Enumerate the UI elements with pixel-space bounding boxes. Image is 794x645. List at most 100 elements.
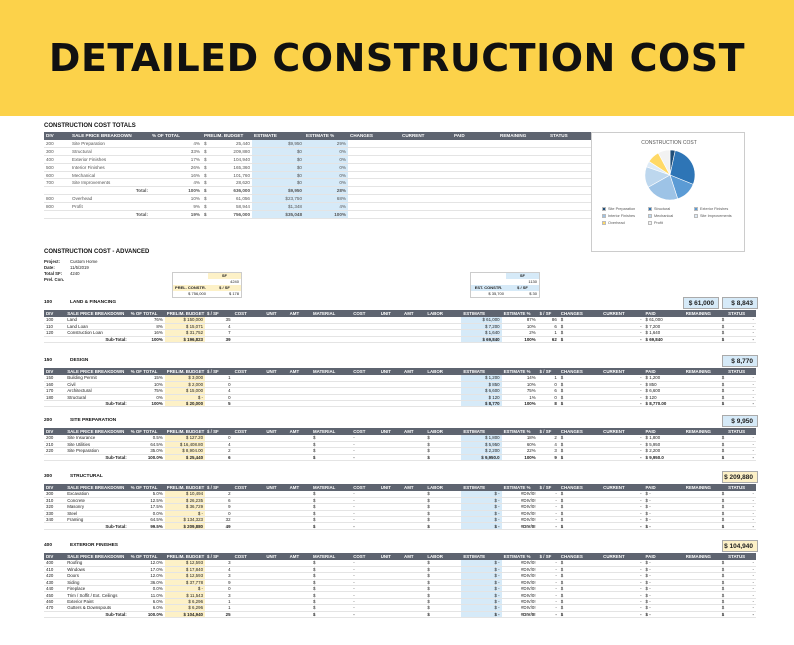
line-item-row[interactable]: 160 Civil 10% $ 2,000 0 $ 850 10% 0 $ - $ 850 $ - (44, 381, 756, 389)
cell[interactable]: $ 2,200 (461, 447, 502, 455)
totals-row[interactable]: Total: 100% $636,000 $9,950 28% (44, 186, 633, 196)
line-item-row[interactable]: 430 Siding 36.0% $ 37,778 9 $ - $ $ - #DIV/0! - $ - $… (44, 579, 756, 587)
cell[interactable]: $ 6,600 (461, 387, 502, 395)
cell[interactable]: $ 2,000 (164, 381, 206, 389)
cell[interactable]: $ 15,071 (164, 323, 206, 331)
totals-row[interactable]: 200 Site Preparation 4% $25,440 $9,950 29% (44, 139, 633, 148)
cell[interactable]: $ - (461, 572, 502, 580)
cell[interactable]: $ - (461, 497, 502, 505)
cell[interactable]: $ 1,200 (461, 375, 502, 382)
cell[interactable]: $ - (461, 610, 502, 619)
cell[interactable]: $ 11,543 (164, 591, 206, 599)
line-item-row[interactable]: 450 Trim / Soffit / Ext. Ceilings 11.0% $ 1… (44, 591, 756, 599)
line-item-row[interactable]: 100 Land 76% $ 150,000 35 $ 61,000 87% 86 $ - $ 61… (44, 317, 756, 324)
totals-row[interactable]: 600 Mechanical 16% $101,760 $0 0% (44, 171, 633, 180)
line-item-row[interactable]: 170 Architectural 75% $ 15,000 4 $ 6,600 75% 6 $… (44, 387, 756, 395)
cell[interactable]: $ 9,950.0 (461, 453, 502, 462)
line-item-row[interactable]: 110 Land Loan 8% $ 15,071 4 $ 7,200 10% 6 $ - $ 7,… (44, 323, 756, 331)
cell[interactable]: $ - (461, 579, 502, 587)
totals-row[interactable]: 400 Exterior Finishes 17% $104,940 $0 0% (44, 155, 633, 164)
cell[interactable]: $ - (461, 598, 502, 606)
cell[interactable]: $ 127.20 (164, 435, 206, 442)
line-item-row[interactable]: 120 Construction Loan 16% $ 31,752 7 $ 1,640 2… (44, 329, 756, 337)
cell[interactable]: $ 17,840 (164, 566, 206, 574)
subtotal-row[interactable]: Sub-Total: 99.5% $ 209,880 49 $ - $ $ - #DIV/0! -… (44, 522, 756, 530)
cell: 11.0% (128, 591, 165, 599)
subtotal-row[interactable]: Sub-Total: 100% $ 20,000 5 $ 8,770 100% 8 $ - $ 8… (44, 400, 756, 408)
cell[interactable]: $ 20,000 (164, 400, 206, 408)
pie-chart-card[interactable]: CONSTRUCTION COST Site Preparation Struct… (591, 132, 745, 252)
line-item-row[interactable]: 410 Windows 17.0% $ 17,840 4 $ - $ $ - #DIV/0! - $ -… (44, 566, 756, 574)
line-item-row[interactable]: 220 Site Preparation 35.0% $ 8,904.00 2 $ - $ $ … (44, 447, 756, 455)
cell[interactable]: $ - (461, 491, 502, 498)
cell[interactable]: $ 7,200 (461, 323, 502, 331)
cell[interactable]: $ 8,904.00 (164, 447, 206, 455)
cell[interactable]: $ 25,440 (164, 453, 206, 462)
subtotal-row[interactable]: Sub-Total: 100.0% $ 25,440 6 $ - $ $ 9,950.0 100… (44, 453, 756, 462)
cell[interactable]: $ - (164, 585, 206, 593)
cell: #DIV/0! (501, 610, 538, 619)
subtotal-row[interactable]: Sub-Total: 100% $ 196,823 39 $ 69,840 100% 62 $… (44, 335, 756, 344)
cell[interactable]: $ - (461, 585, 502, 593)
cell (264, 522, 288, 530)
totals-row[interactable]: 800 Overhead 10% $61,056 $23,750 68% (44, 194, 633, 204)
cell[interactable]: $ 8,770 (461, 400, 502, 408)
cell[interactable]: $ 850 (461, 381, 502, 389)
cell[interactable]: $ - (461, 522, 502, 530)
line-item-row[interactable]: 320 Masonry 17.5% $ 36,729 9 $ - $ $ - #DIV/0! - $ -… (44, 503, 756, 511)
cell[interactable]: $ 26,235 (164, 497, 206, 505)
cell[interactable]: $ 31,752 (164, 329, 206, 337)
cell[interactable]: $ 15,000 (164, 387, 206, 395)
totals-row[interactable]: 500 Interior Finishes 26% $165,360 $0 0% (44, 163, 633, 172)
column-header: LABOR (425, 553, 462, 560)
subtotal-row[interactable]: Sub-Total: 100.0% $ 104,940 25 $ - $ $ - #DIV/0!… (44, 610, 756, 619)
totals-row[interactable]: 300 Structural 33% $209,880 $0 0% (44, 147, 633, 156)
spreadsheet[interactable]: CONSTRUCTION COST TOTALS DIV SALE PRICE B… (0, 116, 794, 645)
line-item-row[interactable]: 300 Excavation 5.0% $ 10,494 2 $ - $ $ - #DIV/0! -… (44, 491, 756, 498)
cell[interactable]: $ - (461, 566, 502, 574)
cell[interactable]: $ - (461, 591, 502, 599)
line-item-row[interactable]: 180 Structural 0% $ -0 $ 120 1% 0 $ - $ 120 $ - (44, 394, 756, 402)
cell[interactable]: $ 37,778 (164, 579, 206, 587)
line-item-row[interactable]: 310 Concrete 12.5% $ 26,235 6 $ - $ $ - #DIV/0! - $… (44, 497, 756, 505)
cell[interactable]: $ 69,840 (461, 335, 502, 344)
cell[interactable]: $ 1,640 (461, 329, 502, 337)
cell[interactable]: $ 104,940 (164, 610, 206, 619)
column-header: PAID (643, 553, 684, 560)
line-item-row[interactable]: 420 Doors 12.0% $ 12,593 3 $ - $ $ - #DIV/0! - $ - $ … (44, 572, 756, 580)
cell[interactable]: $ 12,593 (164, 572, 206, 580)
totals-row[interactable]: Total: 19% $756,000 $35,048 100% (44, 210, 633, 219)
cell[interactable]: $ 196,823 (164, 335, 206, 344)
cell[interactable]: $ - (461, 510, 502, 518)
cell[interactable]: $ - (164, 510, 206, 518)
cell[interactable]: $ 1,800 (461, 435, 502, 442)
totals-row[interactable]: 700 Site Improvements 4% $28,620 $0 0% (44, 178, 633, 188)
cell[interactable]: $ - (461, 503, 502, 511)
cell[interactable]: $ 10,494 (164, 491, 206, 498)
cell[interactable]: $ 209,880 (164, 522, 206, 530)
cell[interactable]: $ 6,296 (164, 598, 206, 606)
totals-row[interactable]: 800 Profit 9% $58,944 $1,348 4% (44, 202, 633, 212)
cell[interactable]: $ - (164, 394, 206, 402)
cell[interactable]: $ 36,729 (164, 503, 206, 511)
cell[interactable]: $ 12,593 (164, 560, 206, 567)
line-item-row[interactable]: 330 Steel 0.0% $ -0 $ - $ $ - #DIV/0! - $ - $ - $ - (44, 510, 756, 518)
line-item-row[interactable]: 210 Site Utilities 64.5% $ 16,408.80 4 $ - $ $ 5… (44, 441, 756, 449)
column-header: CURRENT (601, 484, 644, 491)
cell: - (537, 566, 559, 574)
cell[interactable]: $ 150,000 (164, 317, 206, 324)
line-item-row[interactable]: 200 Site Insurance 0.5% $ 127.20 0 $ - $ $ 1,800… (44, 435, 756, 442)
cell[interactable]: $ - (461, 560, 502, 567)
line-item-row[interactable]: 400 Roofing 12.0% $ 12,593 3 $ - $ $ - #DIV/0! - $ -… (44, 560, 756, 567)
column-header: $ / SF (537, 428, 559, 435)
cell[interactable]: $ 120 (461, 394, 502, 402)
cell[interactable]: $ 61,000 (461, 317, 502, 324)
cell[interactable]: $ 5,950 (461, 441, 502, 449)
line-item-row[interactable]: 440 Fireplace 0.0% $ -0 $ - $ $ - #DIV/0! - $ - $ - $… (44, 585, 756, 593)
line-item-row[interactable]: 150 Building Permit 15% $ 3,000 1 $ 1,200 14% 1… (44, 375, 756, 382)
cell: $ (683, 585, 727, 593)
cell: 64.5% (128, 441, 165, 449)
line-item-row[interactable]: 460 Exterior Paint 6.0% $ 6,296 1 $ - $ $ - #DIV/… (44, 598, 756, 606)
cell[interactable]: $ 16,408.80 (164, 441, 206, 449)
cell[interactable]: $ 3,000 (164, 375, 206, 382)
